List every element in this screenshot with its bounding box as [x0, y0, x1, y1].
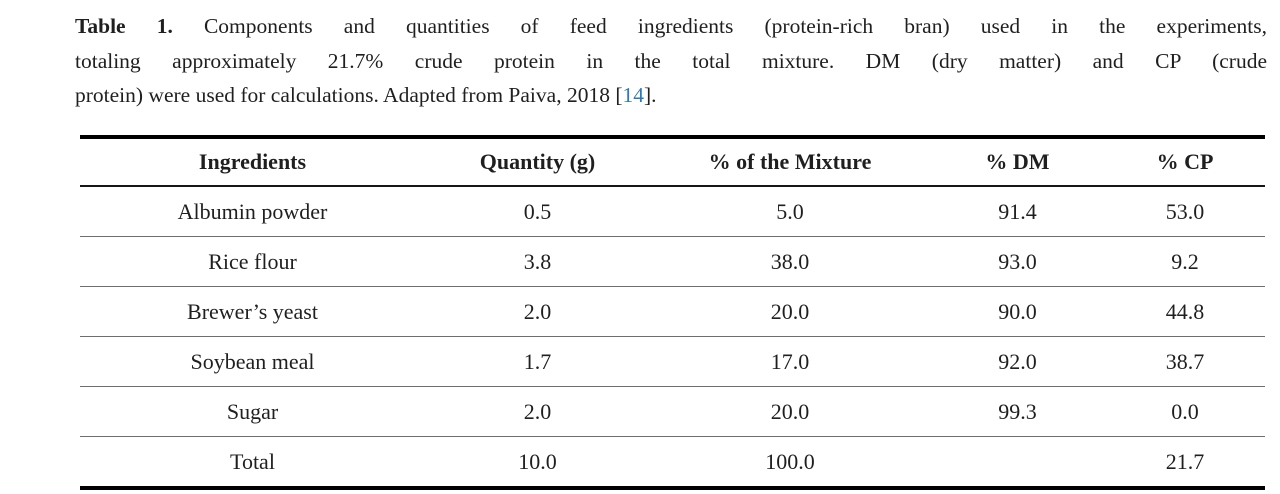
cell-pct-dm: 90.0 [998, 298, 1037, 324]
cell-quantity-g: 2.0 [523, 398, 552, 424]
table-row: Albumin powder 0.5 5.0 91.4 53.0 [80, 186, 1265, 237]
caption-line-3-text: protein) were used for calculations. Ada… [75, 83, 623, 107]
caption-line-2: totaling approximately 21.7% crude prote… [75, 48, 1267, 73]
cell-ingredient: Soybean meal [190, 348, 315, 374]
caption-line-1-text: Components and quantities of feed ingred… [172, 14, 1267, 38]
caption-line-3-end: ]. [643, 83, 657, 107]
feed-ingredients-table: Ingredients Quantity (g) % of the Mixtur… [80, 135, 1265, 490]
caption-table-label: Table 1. [75, 14, 173, 38]
table-body: Albumin powder 0.5 5.0 91.4 53.0 Rice flour 3.… [80, 186, 1265, 488]
cell-pct-dm: 91.4 [998, 198, 1037, 224]
cell-pct-mixture: 20.0 [770, 398, 810, 424]
cell-quantity-g: 10.0 [518, 448, 557, 474]
cell-pct-mixture: 17.0 [770, 348, 810, 374]
cell-ingredient: Total [230, 448, 275, 474]
table-row: Sugar 2.0 20.0 99.3 0.0 [80, 386, 1265, 437]
col-header-ingredients: Ingredients [198, 149, 307, 174]
table-row: Total 10.0 100.0 21.7 [80, 436, 1265, 489]
cell-pct-dm: 93.0 [998, 248, 1037, 274]
col-header-pct-dm: % DM [985, 149, 1050, 174]
cell-quantity-g: 3.8 [523, 248, 552, 274]
cell-quantity-g: 0.5 [523, 198, 552, 224]
col-header-quantity: Quantity (g) [479, 149, 596, 174]
cell-pct-cp: 53.0 [1165, 198, 1205, 224]
cell-ingredient: Brewer’s yeast [187, 298, 318, 324]
cell-pct-dm: 99.3 [998, 398, 1037, 424]
table-row: Soybean meal 1.7 17.0 92.0 38.7 [80, 336, 1265, 387]
cell-pct-mixture: 100.0 [765, 448, 815, 474]
cell-pct-cp: 21.7 [1165, 448, 1205, 474]
col-header-pct-mixture: % of the Mixture [708, 149, 872, 174]
cell-pct-mixture: 38.0 [770, 248, 810, 274]
header-row: Ingredients Quantity (g) % of the Mixtur… [80, 137, 1265, 186]
cell-pct-cp: 0.0 [1171, 398, 1199, 424]
cell-pct-cp: 44.8 [1165, 298, 1205, 324]
cell-pct-dm: 92.0 [998, 348, 1037, 374]
table-row: Rice flour 3.8 38.0 93.0 9.2 [80, 236, 1265, 287]
table-row: Brewer’s yeast 2.0 20.0 90.0 44.8 [80, 286, 1265, 337]
cell-pct-mixture: 5.0 [776, 198, 804, 224]
cell-pct-cp: 9.2 [1171, 248, 1199, 274]
cell-pct-mixture: 20.0 [770, 298, 810, 324]
cell-quantity-g: 2.0 [523, 298, 552, 324]
cell-ingredient: Sugar [226, 398, 279, 424]
citation-link-14[interactable]: 14 [622, 83, 644, 107]
cell-pct-cp: 38.7 [1165, 348, 1205, 374]
caption-line-1: Table 1. Components and quantities of fe… [75, 9, 1267, 44]
cell-pct-dm [930, 437, 1105, 489]
cell-quantity-g: 1.7 [523, 348, 552, 374]
cell-ingredient: Albumin powder [177, 198, 328, 224]
col-header-pct-cp: % CP [1156, 149, 1214, 174]
cell-ingredient: Rice flour [208, 248, 297, 274]
table-caption: Table 1. Components and quantities of fe… [75, 9, 1267, 113]
caption-line-3: protein) were used for calculations. Ada… [75, 78, 1267, 113]
